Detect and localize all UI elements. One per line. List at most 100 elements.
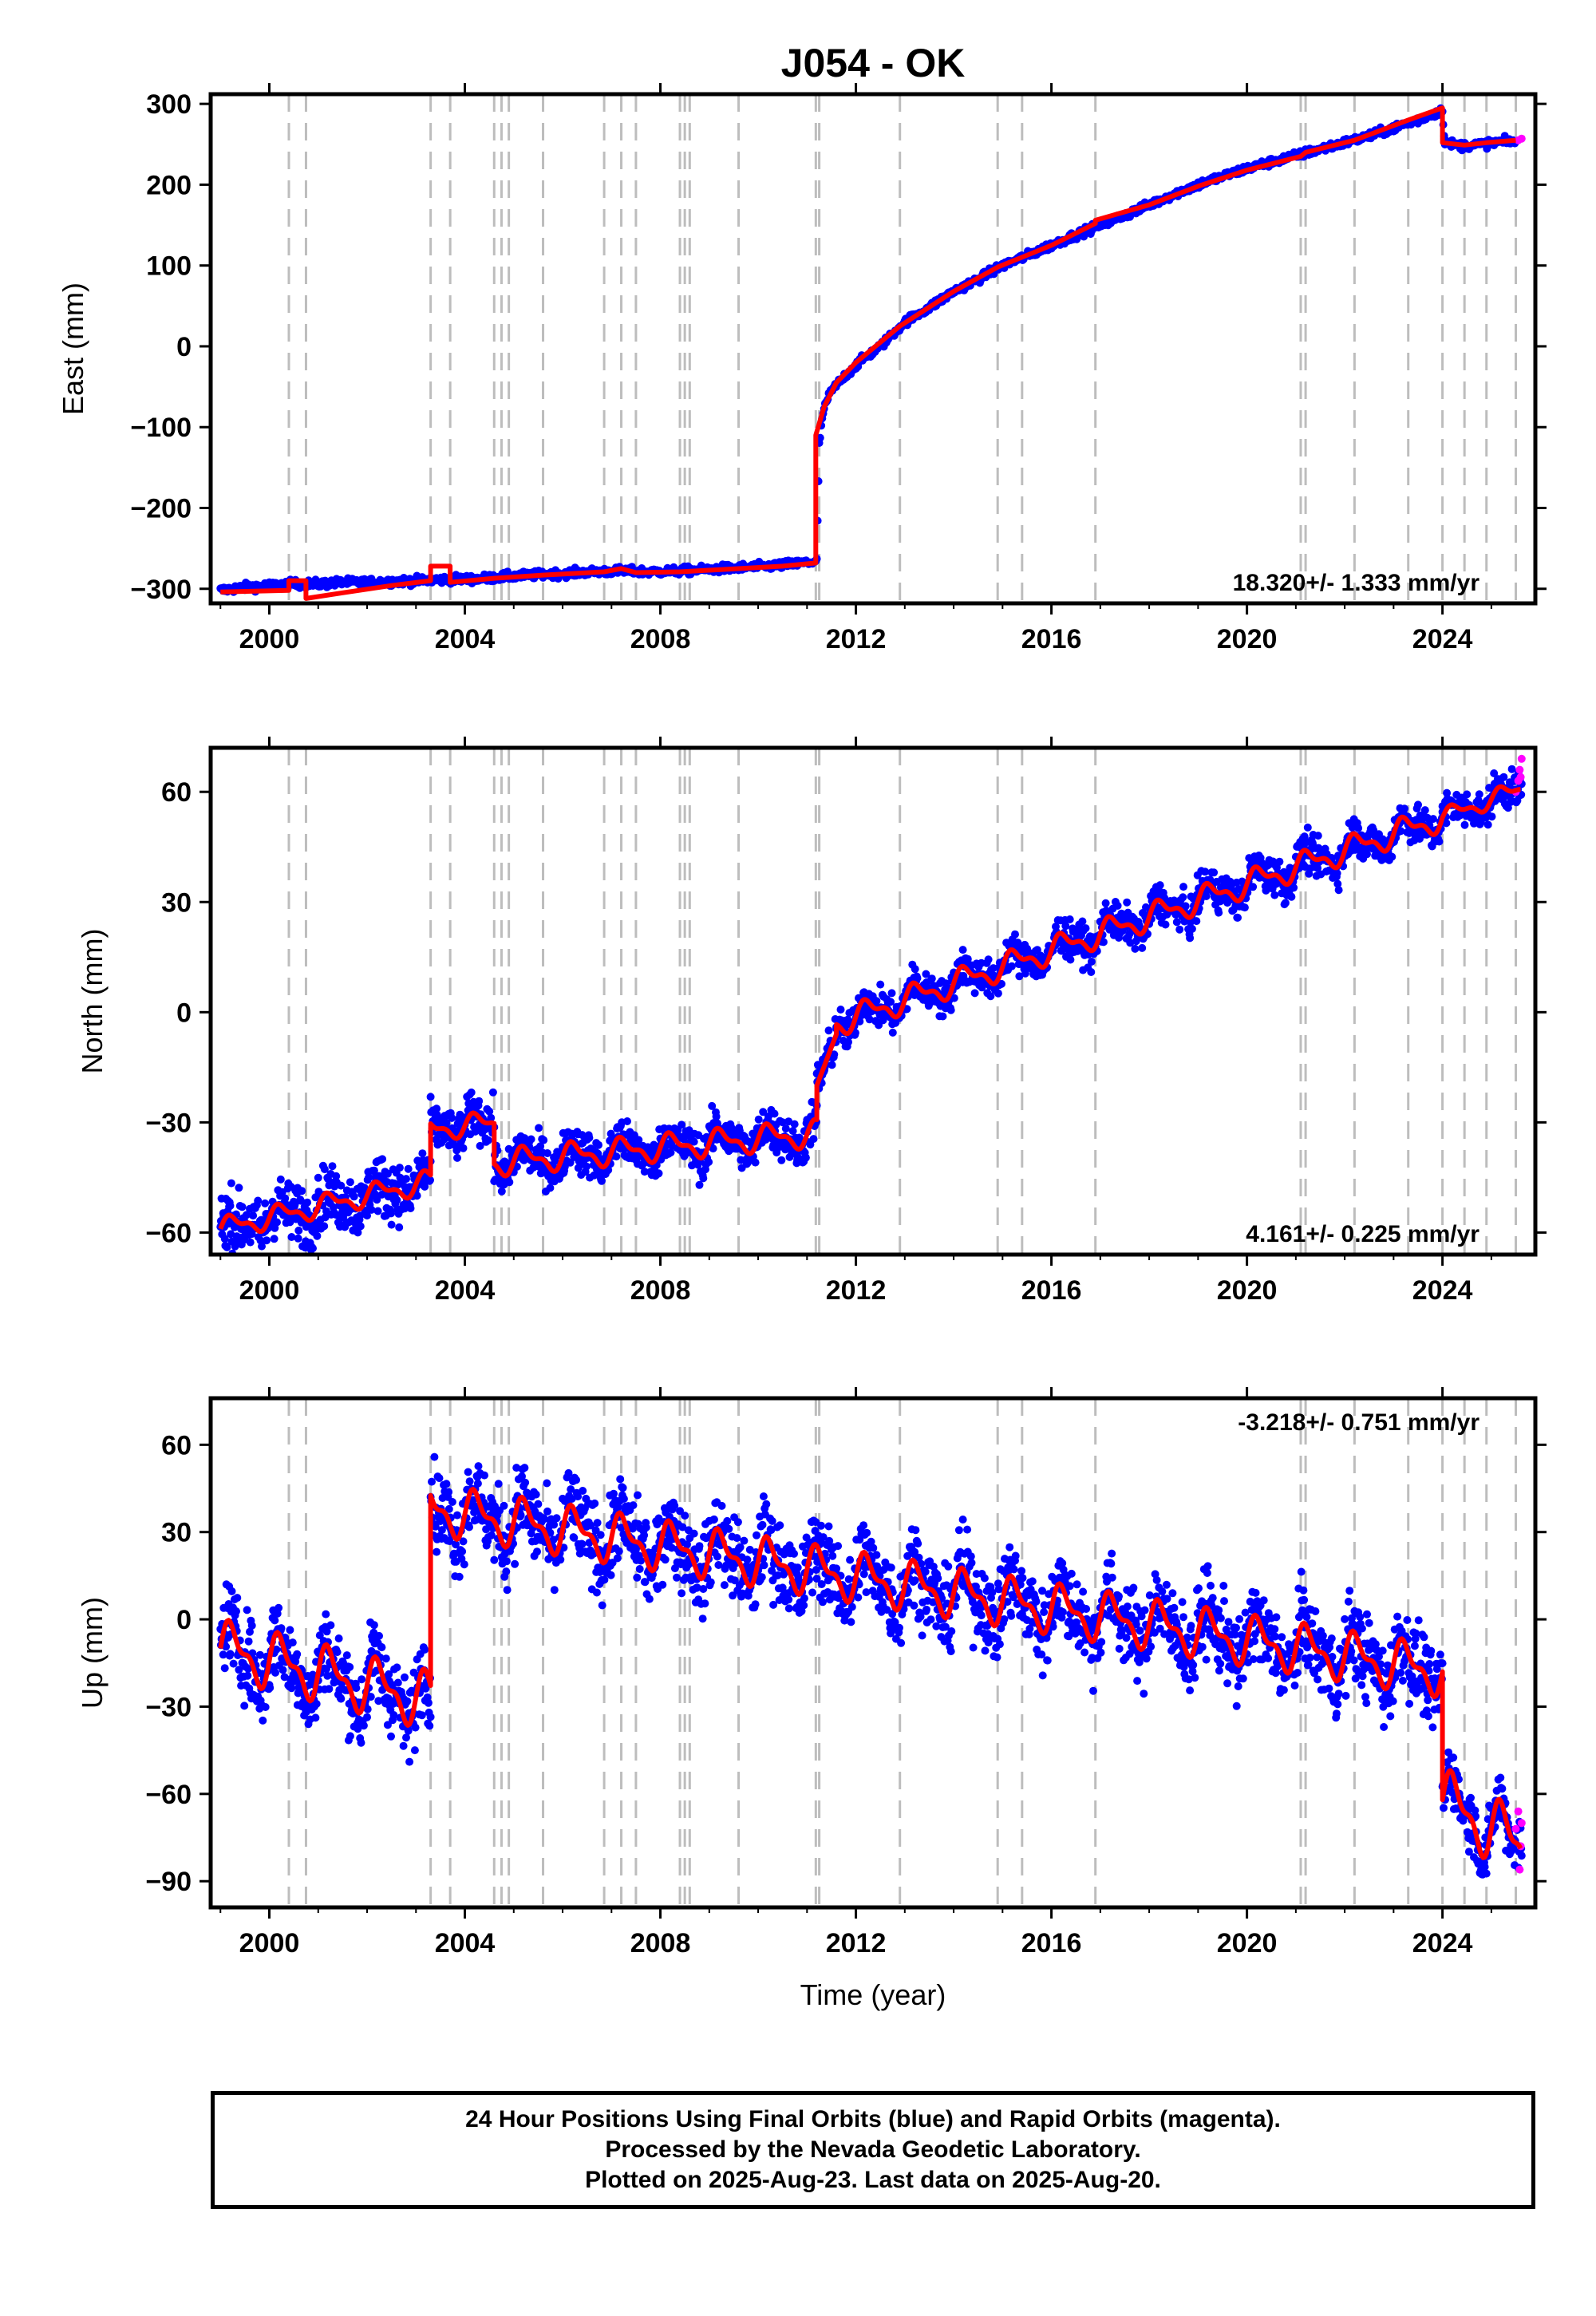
data-point — [963, 954, 972, 963]
data-point — [539, 1136, 548, 1144]
data-point — [546, 1184, 555, 1192]
x-tick-label: 2000 — [239, 1275, 300, 1306]
data-point — [699, 1174, 708, 1183]
data-point — [816, 433, 824, 442]
data-point — [531, 1490, 540, 1499]
data-point — [629, 1501, 638, 1510]
data-point — [998, 979, 1005, 988]
data-point — [610, 1489, 618, 1498]
data-point — [249, 1211, 258, 1220]
x-tick-label: 2020 — [1217, 624, 1278, 654]
data-point — [764, 1112, 772, 1120]
data-point — [596, 1531, 605, 1539]
data-point — [430, 1452, 439, 1461]
data-point — [476, 1141, 484, 1150]
y-tick-label: −200 — [130, 494, 192, 524]
data-point — [1515, 765, 1524, 774]
data-point — [266, 1683, 275, 1692]
data-point — [598, 1176, 606, 1185]
data-point — [309, 1244, 317, 1253]
data-point — [1156, 881, 1164, 890]
data-point — [1087, 958, 1096, 966]
data-point — [1192, 917, 1201, 926]
data-point — [288, 1638, 297, 1647]
data-point — [448, 1498, 456, 1506]
data-point — [453, 1153, 461, 1162]
data-point — [1210, 868, 1219, 877]
data-point — [279, 1666, 287, 1674]
data-point — [592, 1588, 601, 1597]
data-point — [229, 1659, 238, 1668]
data-point — [444, 1488, 453, 1496]
data-point — [1066, 955, 1075, 964]
data-point — [334, 1634, 343, 1642]
data-point — [1181, 902, 1190, 911]
x-tick-label: 2000 — [239, 624, 300, 654]
final-orbit-points — [216, 1452, 1526, 1879]
data-point — [1443, 788, 1452, 797]
data-point — [273, 1218, 281, 1227]
data-point — [1400, 804, 1408, 813]
data-point — [346, 1662, 354, 1671]
data-point — [635, 1565, 644, 1573]
data-point — [678, 1120, 686, 1129]
data-point — [645, 1595, 654, 1603]
data-point — [227, 1230, 235, 1239]
data-point — [1201, 868, 1210, 876]
data-point — [606, 1571, 615, 1579]
data-point — [795, 1133, 804, 1142]
data-point — [1516, 773, 1525, 781]
data-point — [421, 1646, 429, 1654]
data-point — [346, 1732, 354, 1741]
data-point — [1483, 820, 1492, 829]
data-point — [673, 1573, 681, 1582]
data-point — [413, 1192, 421, 1200]
final-orbit-points — [216, 765, 1526, 1255]
data-point — [248, 1649, 257, 1658]
data-point — [1187, 924, 1196, 933]
data-point — [1081, 924, 1090, 933]
data-point — [363, 1713, 371, 1721]
data-point — [473, 1479, 482, 1488]
data-point — [1333, 869, 1341, 878]
data-point — [851, 1029, 859, 1037]
data-point — [367, 1205, 376, 1214]
data-point — [458, 1547, 467, 1555]
y-tick-label: 200 — [146, 170, 192, 200]
data-point — [1057, 947, 1066, 955]
data-point — [600, 1575, 609, 1584]
data-point — [303, 1198, 312, 1207]
data-point — [475, 1097, 484, 1105]
data-point — [494, 1480, 503, 1488]
data-point — [970, 989, 979, 998]
data-point — [321, 1213, 330, 1222]
data-point — [322, 1610, 330, 1618]
data-point — [401, 1673, 409, 1682]
data-point — [369, 1166, 378, 1175]
data-point — [395, 1223, 404, 1231]
data-point — [363, 1211, 371, 1220]
x-tick-label: 2016 — [1021, 1275, 1082, 1306]
data-point — [1314, 864, 1322, 872]
data-point — [543, 1507, 551, 1516]
data-point — [1179, 893, 1187, 902]
model-line — [220, 105, 1516, 601]
y-tick-label: −60 — [145, 1218, 192, 1248]
plot-area — [216, 748, 1526, 1255]
x-tick-label: 2004 — [435, 624, 496, 654]
data-point — [1517, 754, 1526, 763]
data-point — [314, 1173, 322, 1182]
y-tick-label: −300 — [130, 575, 192, 605]
data-point — [271, 1616, 279, 1625]
chart-title: J054 - OK — [781, 41, 966, 85]
data-point — [1270, 891, 1279, 899]
data-point — [356, 1222, 365, 1231]
data-point — [480, 1471, 488, 1480]
data-point — [411, 1723, 420, 1732]
x-tick-label: 2012 — [826, 1275, 887, 1306]
data-point — [623, 1117, 631, 1125]
y-tick-label: 300 — [146, 89, 192, 120]
data-point — [346, 1178, 354, 1187]
data-point — [984, 955, 993, 964]
data-point — [243, 1671, 252, 1680]
